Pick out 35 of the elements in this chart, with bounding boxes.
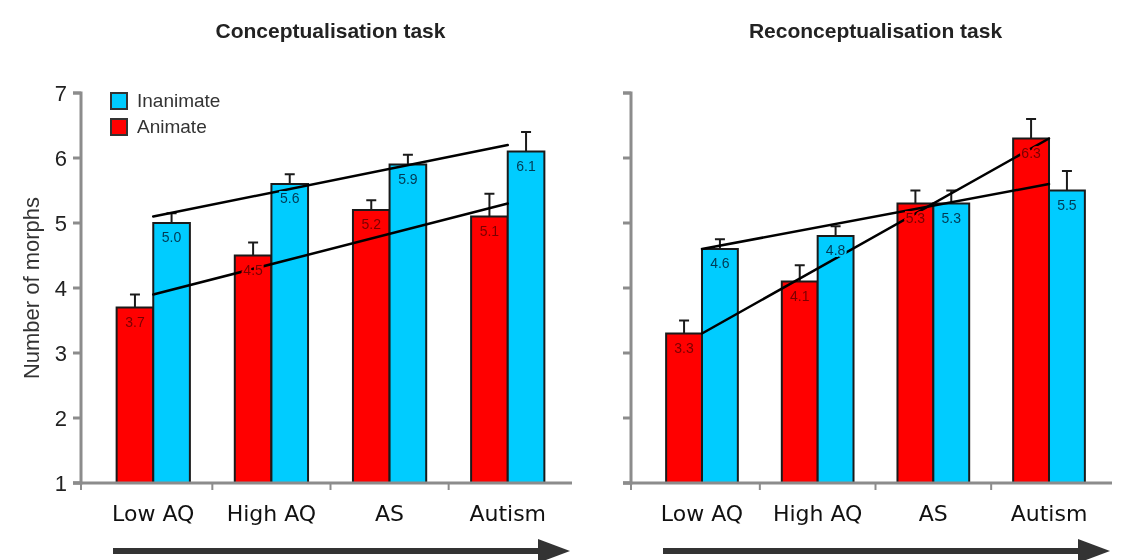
x-tick-label: Low AQ bbox=[660, 501, 744, 526]
x-tick-label: AS bbox=[375, 501, 405, 526]
data-label: 6.3 bbox=[1021, 144, 1042, 161]
data-label: 4.1 bbox=[790, 287, 810, 304]
data-label: 5.3 bbox=[905, 209, 926, 226]
data-label: 5.9 bbox=[398, 170, 418, 187]
x-tick-label: Autism bbox=[469, 501, 547, 526]
chart-title: Conceptualisation task bbox=[215, 19, 446, 42]
x-tick-label: High AQ bbox=[772, 501, 863, 526]
data-label: 6.1 bbox=[516, 157, 536, 174]
data-label: 4.8 bbox=[825, 242, 846, 258]
data-label: 5.1 bbox=[479, 222, 500, 239]
y-tick-label: 7 bbox=[54, 81, 67, 106]
y-tick-label: 2 bbox=[54, 406, 67, 431]
data-label: 3.7 bbox=[125, 313, 145, 330]
data-label: 5.5 bbox=[1057, 196, 1077, 213]
data-label: 4.6 bbox=[710, 255, 730, 271]
data-label: 3.3 bbox=[674, 339, 694, 356]
legend-label: Animate bbox=[137, 116, 207, 137]
chart-title: Reconceptualisation task bbox=[748, 19, 1003, 42]
legend-label: Inanimate bbox=[137, 90, 221, 111]
x-tick-label: High AQ bbox=[226, 501, 317, 526]
y-tick-label: 3 bbox=[54, 341, 67, 366]
data-label: 5.3 bbox=[941, 209, 962, 226]
x-tick-label: Low AQ bbox=[112, 501, 195, 526]
data-label: 5.6 bbox=[280, 190, 300, 206]
data-label: 5.2 bbox=[361, 216, 382, 232]
y-tick-label: 4 bbox=[54, 276, 67, 301]
y-tick-label: 5 bbox=[54, 211, 67, 236]
y-tick-label: 6 bbox=[54, 146, 67, 171]
y-tick-label: 1 bbox=[54, 471, 67, 496]
x-tick-label: Autism bbox=[1010, 501, 1088, 526]
x-tick-label: AS bbox=[918, 501, 948, 526]
y-axis-title: Number of morphs bbox=[19, 196, 44, 380]
data-label: 5.0 bbox=[161, 229, 182, 245]
